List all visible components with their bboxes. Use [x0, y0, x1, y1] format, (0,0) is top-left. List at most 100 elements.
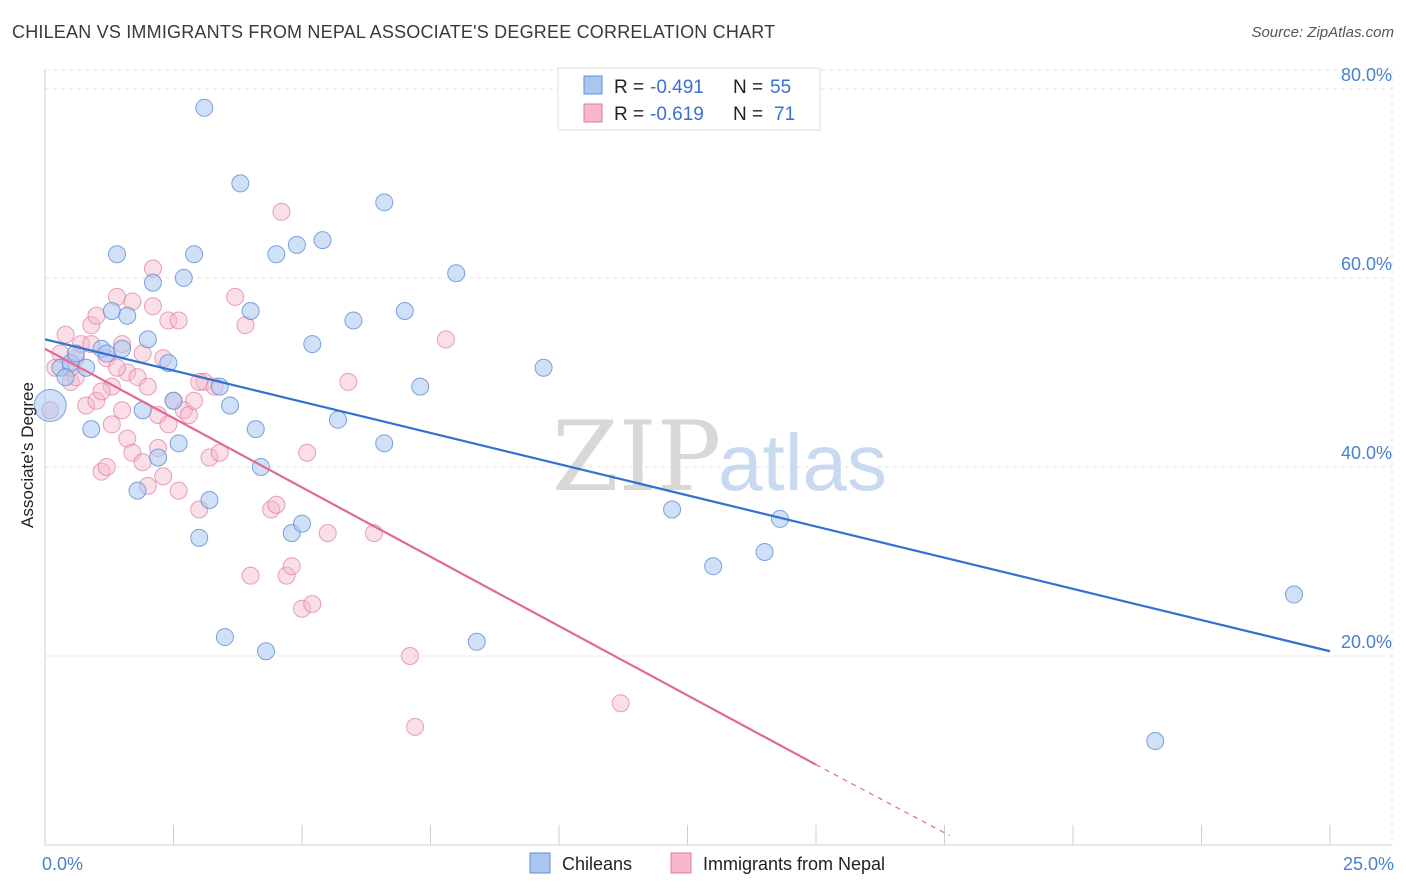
watermark-zip: ZIP	[552, 401, 721, 513]
nepal-point	[318, 524, 337, 543]
nepal-point	[611, 694, 630, 713]
nepal-trend-line	[44, 347, 817, 766]
axes: 20.0% 40.0% 60.0% 80.0% 0.0% 25.0%	[42, 65, 1394, 874]
nepal-point	[102, 415, 121, 434]
chart-source: Source: ZipAtlas.com	[1251, 24, 1394, 41]
chileans-point	[33, 389, 67, 423]
chileans-point	[164, 391, 183, 410]
nepal-point	[436, 330, 455, 349]
chileans-point	[174, 268, 193, 287]
nepal-point	[138, 377, 157, 396]
chileans-point	[149, 448, 168, 467]
chileans-point	[303, 335, 322, 354]
nepal-point	[107, 358, 126, 377]
chileans-point	[107, 245, 126, 264]
nepal-point	[200, 448, 219, 467]
nepal-point	[272, 202, 291, 221]
nepal-point	[92, 382, 111, 401]
nepal-point	[267, 495, 286, 514]
nepal-point	[159, 311, 178, 330]
chileans-point	[447, 264, 466, 283]
chileans-point	[185, 245, 204, 264]
legend-n-value-2: 71	[774, 104, 795, 125]
legend-r-value-1: -0.491	[650, 77, 704, 98]
chileans-point	[344, 311, 363, 330]
nepal-point	[113, 401, 132, 420]
nepal-point	[154, 467, 173, 486]
chileans-point	[313, 231, 332, 250]
legend-r-value-2: -0.619	[650, 104, 704, 125]
chileans-point	[113, 339, 132, 358]
nepal-point	[123, 443, 142, 462]
nepal-trend-extension	[815, 764, 950, 837]
chileans-point	[77, 358, 96, 377]
chileans-point	[534, 358, 553, 377]
nepal-point	[303, 594, 322, 613]
chileans-point	[257, 642, 276, 661]
chileans-point	[267, 245, 286, 264]
nepal-point	[133, 453, 152, 472]
watermark: ZIP atlas	[552, 401, 887, 513]
legend-bottom-swatch-pink	[670, 852, 692, 874]
chileans-point	[375, 193, 394, 212]
chileans-trend-line	[44, 338, 1331, 653]
y-tick-label: 40.0%	[1341, 443, 1392, 463]
legend-swatch-pink	[583, 103, 603, 123]
legend-bottom: Chileans Immigrants from Nepal	[529, 852, 885, 874]
nepal-point	[293, 599, 311, 618]
chileans-point	[328, 410, 347, 429]
chileans-point	[1146, 732, 1165, 751]
legend-bottom-label-nepal: Immigrants from Nepal	[703, 854, 885, 874]
chileans-point	[221, 396, 240, 415]
chileans-point	[704, 557, 723, 576]
legend-bottom-label-chileans: Chileans	[562, 854, 632, 874]
nepal-point	[92, 462, 111, 481]
nepal-point	[226, 287, 245, 306]
series-chileans-points	[33, 98, 1304, 751]
chileans-point	[1285, 585, 1304, 604]
x-tick-label: 25.0%	[1343, 854, 1394, 874]
nepal-point	[262, 500, 281, 519]
nepal-point	[298, 443, 317, 462]
chileans-point	[200, 491, 219, 510]
chileans-point	[755, 543, 774, 562]
nepal-point	[169, 311, 188, 330]
legend-r-label-2: R =	[614, 104, 644, 125]
legend-n-label-1: N =	[733, 77, 763, 98]
nepal-point	[87, 306, 106, 325]
chileans-point	[241, 302, 260, 321]
chileans-point	[246, 420, 265, 439]
chileans-point	[395, 302, 414, 321]
watermark-atlas: atlas	[718, 418, 887, 507]
chileans-point	[287, 235, 306, 254]
trend-lines	[44, 338, 1331, 837]
chileans-point	[118, 306, 137, 325]
nepal-point	[82, 316, 101, 335]
chileans-point	[375, 434, 394, 453]
nepal-point	[143, 297, 162, 316]
chileans-point	[231, 174, 250, 193]
nepal-point	[241, 566, 260, 585]
nepal-point	[97, 457, 116, 476]
chileans-point	[128, 481, 147, 500]
legend-bottom-swatch-blue	[529, 852, 551, 874]
legend-n-value-1: 55	[770, 77, 791, 98]
legend-top: R = -0.491 N = 55 R = -0.619 N = 71	[557, 67, 821, 131]
chileans-point	[138, 330, 157, 349]
chileans-point	[102, 302, 121, 321]
nepal-point	[87, 391, 106, 410]
nepal-point	[277, 566, 296, 585]
chileans-point	[66, 344, 85, 363]
chileans-point	[143, 273, 162, 292]
legend-swatch-blue	[583, 75, 603, 95]
nepal-point	[179, 405, 198, 424]
y-axis-label: Associate's Degree	[18, 382, 37, 528]
chileans-point	[82, 420, 101, 439]
chileans-point	[169, 434, 188, 453]
chileans-point	[663, 500, 682, 519]
chileans-point	[467, 632, 486, 651]
y-tick-label: 60.0%	[1341, 254, 1392, 274]
nepal-point	[118, 429, 137, 448]
legend-n-label-2: N =	[733, 104, 763, 125]
